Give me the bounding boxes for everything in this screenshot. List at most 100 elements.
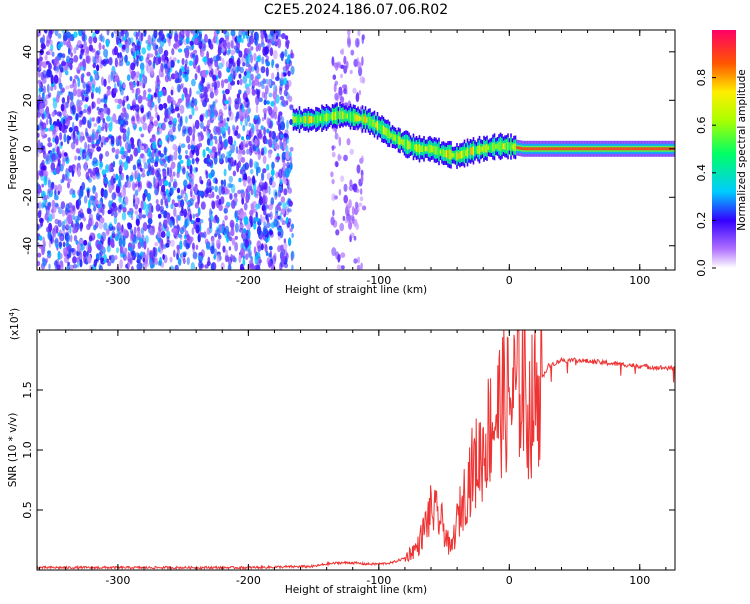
heatmap-cell bbox=[62, 209, 65, 217]
heatmap-cell bbox=[463, 148, 466, 159]
heatmap-cell bbox=[106, 30, 110, 36]
heatmap-cell bbox=[132, 98, 137, 105]
heatmap-cell bbox=[354, 37, 360, 48]
heatmap-cell bbox=[223, 179, 227, 187]
heatmap-cell bbox=[103, 93, 108, 100]
heatmap-cell bbox=[177, 123, 182, 132]
heatmap-cell bbox=[198, 190, 203, 197]
heatmap-cell bbox=[151, 150, 155, 159]
heatmap-cell bbox=[507, 141, 509, 151]
heatmap-cell bbox=[103, 104, 108, 114]
heatmap-cell bbox=[162, 89, 167, 97]
heatmap-cell bbox=[37, 139, 41, 150]
heatmap-cell bbox=[110, 207, 114, 217]
heatmap-cell bbox=[121, 188, 125, 198]
heatmap-cell bbox=[130, 62, 136, 71]
heatmap-cell bbox=[208, 70, 214, 78]
heatmap-cell bbox=[105, 150, 110, 157]
heatmap-cell bbox=[209, 185, 215, 191]
heatmap-cell bbox=[192, 251, 198, 260]
heatmap-cell bbox=[51, 212, 55, 220]
heatmap-cell bbox=[338, 155, 342, 160]
heatmap-cell bbox=[211, 146, 216, 153]
heatmap-cell bbox=[140, 55, 144, 61]
heatmap-cell bbox=[105, 58, 110, 64]
heatmap-cell bbox=[353, 258, 358, 264]
heatmap-cell bbox=[582, 147, 584, 151]
heatmap-cell bbox=[87, 119, 90, 128]
heatmap-cell bbox=[540, 147, 542, 151]
heatmap-cell bbox=[59, 41, 64, 48]
heatmap-cell bbox=[75, 199, 79, 209]
heatmap-cell bbox=[111, 230, 116, 237]
heatmap-cell bbox=[94, 30, 100, 35]
heatmap-cell bbox=[292, 116, 295, 124]
heatmap-cell bbox=[147, 163, 151, 172]
heatmap-cell bbox=[135, 109, 140, 119]
heatmap-cell bbox=[63, 102, 67, 113]
heatmap-cell bbox=[111, 192, 117, 201]
heatmap-cell bbox=[537, 147, 539, 151]
heatmap-cell bbox=[238, 89, 242, 95]
heatmap-cell bbox=[199, 80, 204, 87]
heatmap-cell bbox=[286, 208, 292, 213]
heatmap-cell bbox=[60, 201, 66, 210]
heatmap-cell bbox=[166, 235, 170, 243]
heatmap-cell bbox=[140, 133, 145, 138]
heatmap-cell bbox=[520, 147, 523, 150]
heatmap-cell bbox=[167, 136, 170, 144]
heatmap-cell bbox=[37, 113, 41, 118]
heatmap-cell bbox=[113, 205, 118, 212]
heatmap-cell bbox=[172, 57, 177, 62]
heatmap-cell bbox=[43, 175, 48, 186]
heatmap-cell bbox=[252, 208, 257, 213]
heatmap-cell bbox=[630, 147, 632, 151]
heatmap-cell bbox=[76, 243, 81, 252]
heatmap-cell bbox=[591, 147, 593, 151]
heatmap-cell bbox=[208, 63, 213, 69]
heatmap-cell bbox=[126, 148, 131, 153]
colorbar-label: Normalized spectral amplitude bbox=[736, 69, 748, 230]
heatmap-cell bbox=[358, 202, 363, 207]
heatmap-cell bbox=[161, 185, 166, 193]
heatmap-cell bbox=[367, 116, 370, 125]
heatmap-cell bbox=[643, 147, 646, 151]
heatmap-cell bbox=[556, 147, 559, 151]
heatmap-cell bbox=[239, 218, 243, 225]
heatmap-cell bbox=[265, 214, 268, 220]
heatmap-cell bbox=[115, 119, 119, 125]
heatmap-cell bbox=[68, 248, 72, 258]
heatmap-cell bbox=[110, 71, 114, 82]
heatmap-cell bbox=[249, 158, 252, 169]
heatmap-cell bbox=[158, 68, 164, 78]
heatmap-cell bbox=[48, 240, 52, 248]
heatmap-cell bbox=[195, 224, 200, 234]
heatmap-cell bbox=[283, 180, 288, 185]
heatmap-cell bbox=[143, 240, 147, 250]
heatmap-cell bbox=[266, 163, 270, 171]
heatmap-cell bbox=[71, 193, 76, 198]
heatmap-cell bbox=[121, 200, 127, 209]
heatmap-cell bbox=[561, 147, 563, 151]
heatmap-cell bbox=[658, 147, 661, 151]
heatmap-cell bbox=[142, 122, 148, 131]
heatmap-cell bbox=[74, 155, 77, 161]
heatmap-cell bbox=[186, 201, 191, 206]
heatmap-cell bbox=[127, 246, 133, 252]
heatmap-cell bbox=[75, 113, 79, 122]
heatmap-cell bbox=[177, 195, 182, 200]
heatmap-cell bbox=[189, 45, 194, 51]
heatmap-cell bbox=[50, 125, 54, 131]
heatmap-cell bbox=[195, 148, 200, 157]
heatmap-cell bbox=[357, 114, 359, 122]
heatmap-cell bbox=[592, 147, 595, 151]
heatmap-cell bbox=[168, 181, 172, 188]
heatmap-cell bbox=[559, 147, 562, 151]
heatmap-cell bbox=[90, 91, 94, 100]
heatmap-cell bbox=[283, 238, 287, 244]
heatmap-cell bbox=[322, 114, 325, 123]
heatmap-cell bbox=[178, 258, 182, 267]
heatmap-cell bbox=[186, 65, 190, 71]
heatmap-cell bbox=[46, 217, 50, 224]
heatmap-cell bbox=[106, 228, 110, 235]
